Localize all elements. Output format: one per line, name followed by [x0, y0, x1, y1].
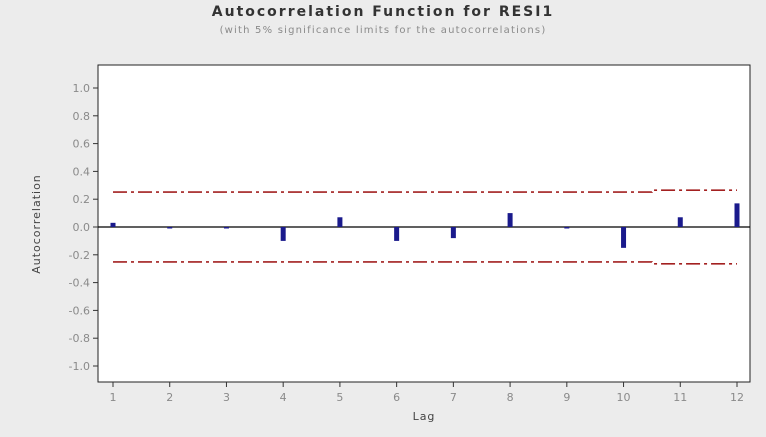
significance-limits [113, 189, 737, 265]
y-tick-label: 0.0 [73, 221, 91, 234]
y-tick-label: 0.8 [73, 110, 91, 123]
acf-bar-lag-9 [564, 227, 570, 229]
y-tick-label: -0.6 [69, 304, 90, 317]
acf-bar-lag-12 [734, 203, 740, 227]
x-tick-label: 1 [110, 391, 117, 404]
x-axis-label: Lag [413, 410, 436, 423]
y-tick-label: 0.2 [73, 193, 91, 206]
x-tick-label: 11 [673, 391, 687, 404]
y-axis-label: Autocorrelation [30, 174, 43, 274]
plot-area [97, 64, 751, 383]
y-tick-label: -0.4 [69, 277, 90, 290]
significance-limit-lower [113, 261, 737, 265]
acf-bar-lag-11 [677, 217, 683, 227]
acf-bars [110, 203, 740, 248]
y-axis: 1.0 0.8 0.6 0.4 0.2 0.0 -0.2 -0.4 -0.6 -0.8 -1.0 [69, 82, 98, 373]
acf-bar-lag-5 [337, 217, 343, 227]
y-tick-label: 0.6 [73, 138, 91, 151]
x-tick-label: 12 [730, 391, 744, 404]
x-tick-label: 6 [393, 391, 400, 404]
significance-limit-upper [113, 189, 737, 193]
y-tick-label: -1.0 [69, 360, 90, 373]
acf-bar-lag-1 [110, 222, 116, 227]
y-tick-label: 0.4 [73, 165, 91, 178]
y-tick-label: -0.8 [69, 332, 90, 345]
y-tick-label: -0.2 [69, 249, 90, 262]
x-tick-label: 10 [617, 391, 631, 404]
x-tick-label: 8 [507, 391, 514, 404]
x-tick-label: 5 [336, 391, 343, 404]
chart-title: Autocorrelation Function for RESI1 [211, 4, 555, 20]
x-tick-label: 9 [563, 391, 570, 404]
chart-subtitle: (with 5% significance limits for the aut… [219, 25, 547, 36]
x-tick-label: 2 [166, 391, 173, 404]
x-tick-label: 3 [223, 391, 230, 404]
x-tick-label: 7 [450, 391, 457, 404]
y-tick-label: 1.0 [73, 82, 91, 95]
acf-bar-lag-8 [507, 213, 513, 227]
x-axis: 1 2 3 4 5 6 7 8 9 10 11 12 [110, 382, 744, 404]
acf-bar-lag-7 [450, 227, 456, 239]
acf-bar-lag-10 [621, 227, 627, 248]
acf-bar-lag-6 [394, 227, 400, 241]
acf-bar-lag-3 [223, 227, 229, 229]
acf-bar-lag-2 [167, 227, 173, 229]
acf-bar-lag-4 [280, 227, 286, 241]
x-tick-label: 4 [280, 391, 287, 404]
